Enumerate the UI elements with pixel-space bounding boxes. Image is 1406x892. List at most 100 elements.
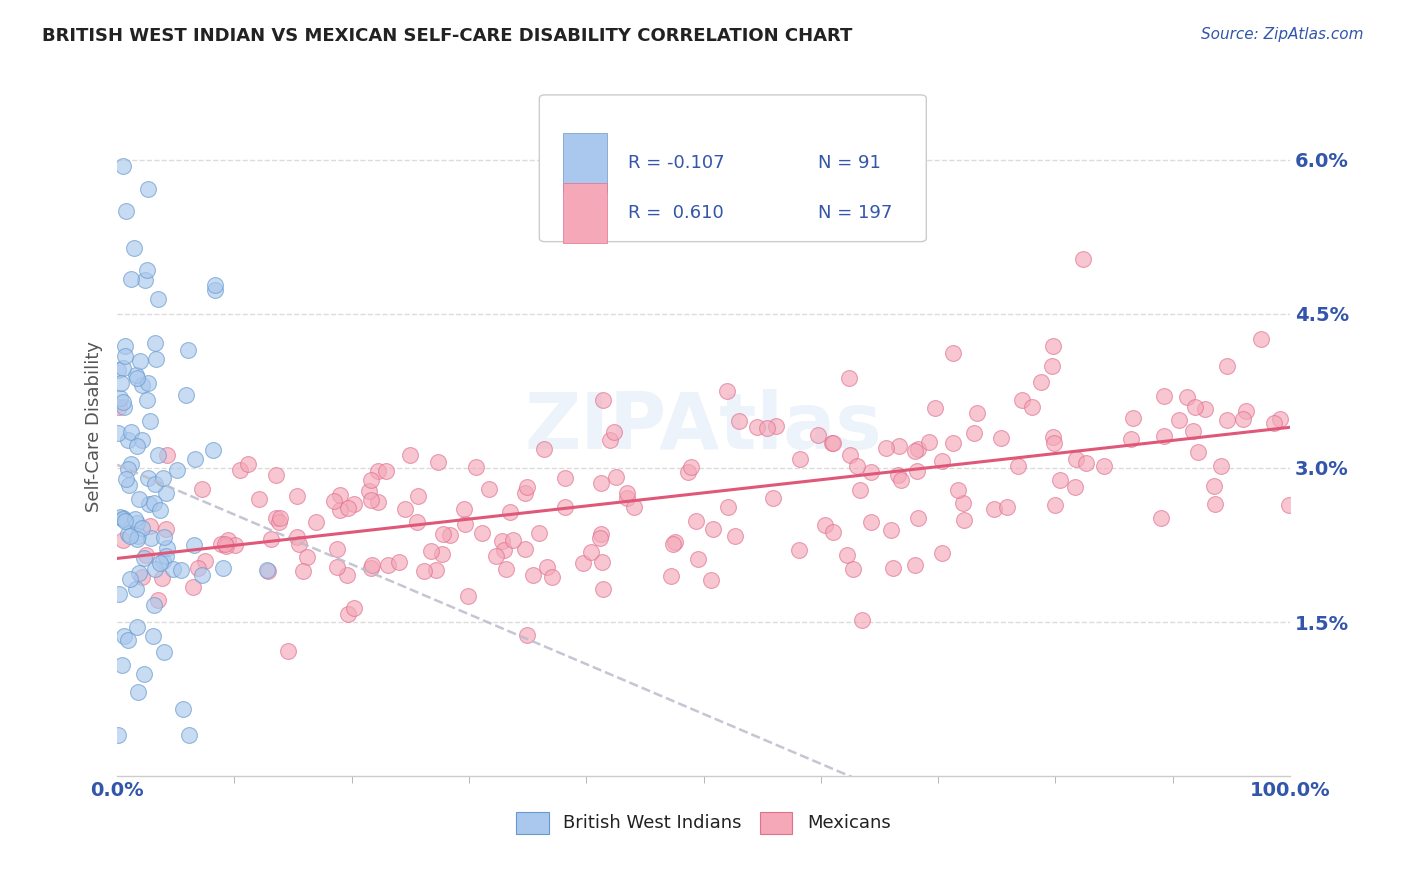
- Point: [851, 614, 873, 628]
- Legend: British West Indians, Mexicans: British West Indians, Mexicans: [516, 812, 890, 833]
- Point: [516, 480, 538, 494]
- Point: [136, 182, 159, 196]
- Point: [946, 483, 969, 497]
- Point: [966, 406, 988, 420]
- Point: [890, 473, 912, 487]
- Point: [787, 543, 810, 558]
- Point: [367, 495, 389, 509]
- Point: [659, 568, 682, 582]
- Point: [425, 563, 447, 577]
- Point: [1007, 458, 1029, 473]
- Point: [995, 500, 1018, 515]
- Point: [1216, 413, 1239, 427]
- Point: [485, 549, 508, 563]
- Point: [131, 378, 153, 392]
- Point: [131, 521, 153, 535]
- Point: [1187, 444, 1209, 458]
- Point: [124, 582, 146, 596]
- Point: [155, 549, 177, 563]
- Point: [214, 537, 236, 551]
- Point: [215, 539, 238, 553]
- Point: [592, 582, 614, 596]
- Point: [605, 470, 627, 484]
- Point: [457, 590, 479, 604]
- Point: [127, 529, 149, 543]
- Point: [217, 533, 239, 547]
- Point: [904, 443, 927, 458]
- Point: [515, 542, 537, 557]
- Point: [191, 568, 214, 582]
- Point: [983, 502, 1005, 516]
- Point: [247, 491, 270, 506]
- Point: [136, 376, 159, 390]
- Point: [343, 497, 366, 511]
- Point: [876, 441, 898, 455]
- Point: [187, 561, 209, 575]
- Y-axis label: Self-Care Disability: Self-Care Disability: [86, 342, 103, 512]
- Point: [112, 395, 135, 409]
- Point: [839, 449, 862, 463]
- Point: [533, 442, 555, 457]
- Point: [156, 541, 179, 555]
- Point: [904, 558, 927, 573]
- Point: [295, 549, 318, 564]
- Point: [1234, 403, 1257, 417]
- Point: [1153, 429, 1175, 443]
- Point: [685, 514, 707, 528]
- Point: [700, 573, 723, 587]
- Point: [1063, 480, 1085, 494]
- Point: [377, 558, 399, 572]
- Point: [143, 496, 166, 510]
- Point: [823, 524, 845, 539]
- Point: [145, 335, 167, 350]
- Point: [107, 363, 129, 377]
- Point: [145, 352, 167, 367]
- Point: [329, 488, 352, 502]
- Point: [266, 511, 288, 525]
- Point: [924, 401, 946, 415]
- Point: [886, 468, 908, 483]
- Point: [337, 607, 360, 622]
- Point: [1209, 458, 1232, 473]
- Point: [166, 463, 188, 477]
- Point: [1204, 497, 1226, 511]
- Point: [388, 555, 411, 569]
- Point: [616, 491, 638, 506]
- Point: [845, 458, 868, 473]
- Point: [326, 541, 349, 556]
- Point: [499, 505, 522, 519]
- Point: [1184, 400, 1206, 414]
- Point: [591, 555, 613, 569]
- Point: [125, 516, 148, 530]
- Point: [236, 457, 259, 471]
- Point: [360, 561, 382, 575]
- Point: [269, 510, 291, 524]
- Point: [515, 486, 537, 500]
- Text: N = 91: N = 91: [818, 153, 882, 171]
- Point: [124, 512, 146, 526]
- Point: [591, 527, 613, 541]
- Point: [717, 500, 740, 514]
- Point: [277, 644, 299, 658]
- Point: [439, 527, 461, 541]
- Point: [138, 497, 160, 511]
- Point: [491, 534, 513, 549]
- Point: [1150, 510, 1173, 524]
- Point: [859, 465, 882, 479]
- Point: [128, 566, 150, 580]
- Point: [454, 516, 477, 531]
- Point: [589, 475, 612, 490]
- Point: [662, 537, 685, 551]
- Point: [110, 376, 132, 390]
- Point: [1278, 498, 1301, 512]
- Point: [108, 400, 131, 414]
- Point: [146, 292, 169, 306]
- Point: [153, 645, 176, 659]
- Point: [326, 559, 349, 574]
- Point: [120, 457, 142, 471]
- Point: [360, 492, 382, 507]
- Point: [152, 554, 174, 568]
- Point: [201, 443, 224, 458]
- Point: [1021, 401, 1043, 415]
- Point: [756, 420, 779, 434]
